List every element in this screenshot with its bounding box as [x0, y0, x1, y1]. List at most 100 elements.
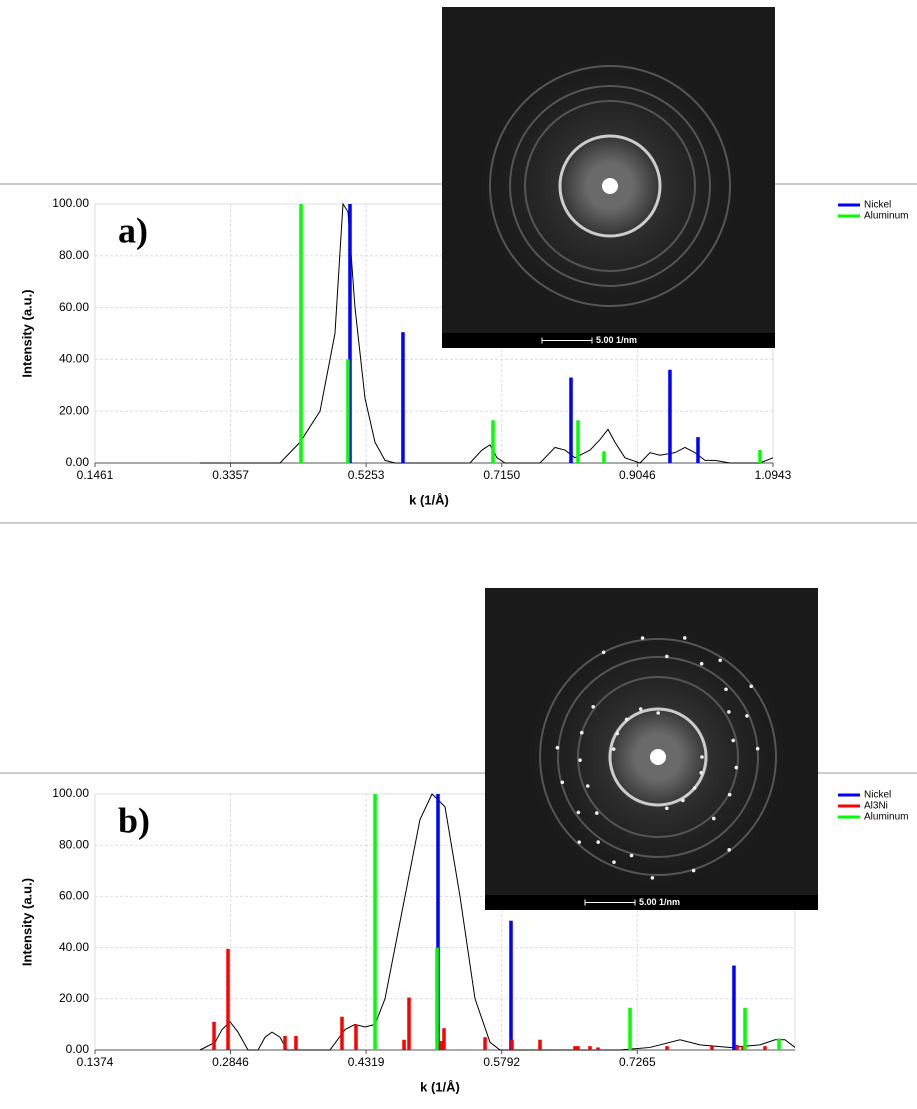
- x-tick-label: 0.1461: [77, 468, 114, 482]
- diffraction-ring: [509, 85, 711, 287]
- peak-stick: [741, 1046, 745, 1050]
- peak-stick: [348, 204, 352, 463]
- diffraction-spot: [699, 661, 704, 666]
- legend-label: Nickel: [864, 200, 891, 211]
- peak-stick: [436, 794, 440, 1050]
- diffraction-ring: [608, 707, 708, 807]
- peak-stick: [346, 359, 350, 463]
- diffraction-ring: [539, 638, 777, 876]
- peak-stick: [758, 450, 762, 463]
- peak-stick: [212, 1021, 216, 1050]
- y-tick-label: 40.00: [59, 940, 89, 954]
- legend-label: Nickel: [864, 790, 891, 801]
- diffraction-spot: [681, 798, 685, 803]
- x-tick-label: 0.5792: [483, 1055, 520, 1069]
- y-axis-label: Intensity (a.u.): [19, 289, 34, 377]
- y-tick-label: 0.00: [66, 1042, 90, 1056]
- legend-label: Al3Ni: [864, 801, 888, 812]
- y-tick-label: 100.00: [52, 786, 89, 800]
- diffraction-spot: [555, 745, 560, 750]
- peak-stick: [576, 420, 580, 463]
- peak-stick: [402, 1039, 406, 1050]
- peak-stick: [439, 1041, 443, 1050]
- diffraction-inset: 5.00 1/nm: [485, 588, 818, 910]
- diffraction-spot: [718, 658, 722, 663]
- peak-stick: [743, 1007, 747, 1050]
- diffraction-ring: [524, 100, 696, 272]
- intensity-profile: [199, 793, 796, 1051]
- diffraction-spot: [727, 848, 731, 852]
- diffraction-spot: [731, 738, 736, 743]
- x-tick-label: 1.0943: [755, 468, 792, 482]
- diffraction-ring: [557, 656, 759, 858]
- x-tick-label: 0.1374: [77, 1055, 114, 1069]
- peak-stick: [569, 377, 573, 463]
- x-tick-label: 0.2846: [212, 1055, 249, 1069]
- y-tick-label: 60.00: [59, 300, 89, 314]
- peak-stick: [576, 1046, 580, 1050]
- diffraction-ring: [558, 134, 662, 238]
- peak-stick: [735, 1044, 739, 1050]
- legend-label: Aluminum: [864, 211, 908, 222]
- diffraction-spot: [711, 816, 716, 821]
- peak-stick: [407, 997, 411, 1050]
- diffraction-inset: 5.00 1/nm: [442, 7, 775, 348]
- peak-stick: [340, 1016, 344, 1050]
- diffraction-spot: [640, 636, 645, 640]
- x-tick-label: 0.9046: [619, 468, 656, 482]
- diffraction-spot: [611, 747, 616, 751]
- panel-label: a): [118, 210, 148, 250]
- peak-stick: [442, 1028, 446, 1050]
- scale-label: 5.00 1/nm: [596, 335, 637, 345]
- diffraction-spot: [579, 730, 584, 735]
- y-tick-label: 80.00: [59, 248, 89, 262]
- intensity-profile: [199, 202, 774, 464]
- peak-stick: [294, 1035, 298, 1050]
- diffraction-spot: [629, 853, 634, 858]
- y-tick-label: 60.00: [59, 889, 89, 903]
- diffraction-spot: [601, 650, 606, 655]
- y-tick-label: 80.00: [59, 837, 89, 851]
- diffraction-spot: [727, 710, 731, 714]
- peak-stick: [573, 1046, 577, 1050]
- peak-stick: [354, 1024, 358, 1050]
- peak-stick: [596, 1047, 600, 1050]
- diffraction-spot: [656, 711, 661, 715]
- diffraction-spot: [699, 770, 704, 775]
- diffraction-spot: [724, 687, 728, 692]
- diffraction-spot: [691, 868, 696, 873]
- diffraction-spot: [638, 707, 643, 711]
- x-axis-label: k (1/Å): [420, 1079, 460, 1094]
- diffraction-spot: [700, 755, 704, 759]
- peak-stick: [510, 1039, 514, 1050]
- peak-stick: [509, 920, 513, 1050]
- peak-stick: [483, 1037, 487, 1050]
- y-tick-label: 100.00: [52, 196, 89, 210]
- peak-stick: [491, 420, 495, 463]
- diffraction-spot: [727, 792, 732, 797]
- peak-stick: [668, 369, 672, 463]
- central-beam: [602, 178, 618, 194]
- legend-label: Aluminum: [864, 812, 908, 823]
- y-tick-label: 0.00: [66, 455, 90, 469]
- diffraction-ring: [577, 676, 739, 838]
- x-tick-label: 0.7150: [483, 468, 520, 482]
- diffraction-spot: [612, 860, 616, 864]
- panel-label: b): [118, 800, 150, 840]
- diffraction-spot: [624, 717, 629, 722]
- diffraction-spot: [682, 636, 687, 640]
- diffraction-spot: [745, 714, 749, 718]
- peak-stick: [732, 965, 736, 1050]
- peak-stick: [602, 451, 606, 463]
- x-tick-label: 0.5253: [348, 468, 385, 482]
- diffraction-spot: [692, 786, 697, 790]
- diffraction-spot: [576, 810, 581, 815]
- peak-stick: [401, 332, 405, 463]
- y-tick-label: 20.00: [59, 991, 89, 1005]
- diffraction-spot: [665, 654, 669, 659]
- x-tick-label: 0.7265: [619, 1055, 656, 1069]
- x-axis-label: k (1/Å): [409, 492, 449, 507]
- diffraction-spot: [591, 704, 595, 709]
- peak-stick: [435, 947, 439, 1050]
